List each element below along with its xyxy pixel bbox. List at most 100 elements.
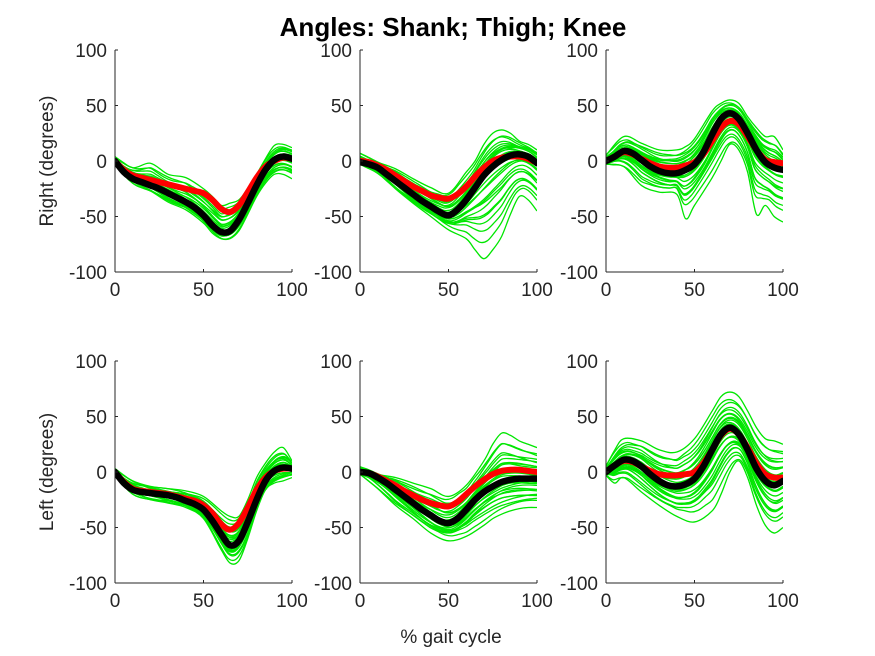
x-tick-label: 0 <box>601 280 612 301</box>
y-tick-label: 100 <box>75 352 107 373</box>
trial-curve <box>606 103 783 159</box>
trial-curve <box>606 136 783 207</box>
trial-curve <box>606 446 783 511</box>
trial-curve <box>606 458 783 522</box>
trial-curve <box>360 443 537 504</box>
trial-curve-upper <box>115 143 292 207</box>
y-tick-label: 50 <box>331 97 352 118</box>
x-tick-label: 50 <box>684 591 705 612</box>
x-tick-label: 100 <box>276 280 308 301</box>
x-tick-label: 100 <box>767 280 799 301</box>
y-tick-label: 100 <box>566 41 598 62</box>
trial-curve-lower <box>115 163 292 241</box>
trial-curve <box>606 123 783 189</box>
trial-curve-lower <box>115 474 292 565</box>
x-tick-label: 50 <box>193 591 214 612</box>
subplot-left-thigh: -100 -50 0 50 100 0 50 100 <box>314 352 553 612</box>
y-tick-label: -100 <box>69 574 107 595</box>
trial-curve-upper <box>360 129 537 195</box>
x-tick-label: 50 <box>438 591 459 612</box>
x-tick-label: 50 <box>684 280 705 301</box>
trial-curve <box>606 441 783 503</box>
y-tick-label: 50 <box>577 408 598 429</box>
x-tick-label: 100 <box>521 591 553 612</box>
trial-curve-lower <box>606 143 783 223</box>
trial-curve <box>606 133 783 200</box>
y-tick-label: -50 <box>80 208 107 229</box>
trial-curve-lower <box>606 460 783 534</box>
trial-curve <box>606 107 783 161</box>
x-tick-label: 0 <box>110 591 121 612</box>
trial-curve <box>606 416 783 474</box>
y-tick-label: 0 <box>587 152 598 173</box>
y-tick-label: 0 <box>587 463 598 484</box>
x-tick-label: 0 <box>355 280 366 301</box>
y-tick-label: 100 <box>75 41 107 62</box>
y-tick-label: -50 <box>80 519 107 540</box>
x-tick-label: 100 <box>521 280 553 301</box>
x-tick-label: 0 <box>601 591 612 612</box>
trial-curve-upper <box>115 446 292 519</box>
trial-curve <box>606 401 783 470</box>
trial-curve <box>360 473 537 537</box>
y-tick-label: 50 <box>86 408 107 429</box>
trial-curve <box>606 440 783 502</box>
mean-black-curve <box>115 464 292 549</box>
y-tick-label: -50 <box>571 208 598 229</box>
subplot-left-knee: -100 -50 0 50 100 0 50 100 <box>560 352 799 612</box>
y-tick-label: -100 <box>69 263 107 284</box>
y-tick-label: 50 <box>86 97 107 118</box>
y-tick-label: 100 <box>320 352 352 373</box>
y-axis-label-left: Left (degrees) <box>37 413 58 531</box>
mean-black-curve <box>606 110 783 177</box>
y-tick-label: -100 <box>314 574 352 595</box>
subplot-right-thigh: -100 -50 0 50 100 0 50 100 <box>314 41 553 301</box>
trial-curve <box>606 412 783 470</box>
trial-curve <box>606 454 783 519</box>
y-tick-label: 0 <box>96 463 107 484</box>
mean-black-curve <box>115 153 292 236</box>
y-axis-label-right: Right (degrees) <box>37 96 58 227</box>
trial-curve <box>606 409 783 469</box>
x-tick-label: 50 <box>193 280 214 301</box>
x-tick-label: 100 <box>276 591 308 612</box>
trial-curve-upper <box>360 432 537 498</box>
mean-black-curve <box>360 468 537 527</box>
y-tick-label: 0 <box>341 152 352 173</box>
y-tick-label: 100 <box>566 352 598 373</box>
y-tick-label: 0 <box>96 152 107 173</box>
x-tick-label: 0 <box>355 591 366 612</box>
y-tick-label: 50 <box>331 408 352 429</box>
y-tick-label: -100 <box>560 263 598 284</box>
y-tick-label: -100 <box>314 263 352 284</box>
trial-curves <box>360 129 537 260</box>
trial-curve <box>360 471 537 532</box>
y-tick-label: -50 <box>325 208 352 229</box>
y-tick-label: 50 <box>577 97 598 118</box>
y-tick-label: -50 <box>571 519 598 540</box>
trial-curve <box>606 108 783 162</box>
figure-title: Angles: Shank; Thigh; Knee <box>280 12 627 42</box>
y-tick-label: -50 <box>325 519 352 540</box>
x-tick-label: 50 <box>438 280 459 301</box>
mean-black-curve <box>606 424 783 490</box>
x-tick-label: 0 <box>110 280 121 301</box>
trial-curve <box>606 141 783 211</box>
trial-curve-upper <box>606 99 783 156</box>
trial-curve-upper <box>606 391 783 467</box>
mean-black-curve <box>360 151 537 219</box>
trial-curve <box>360 471 537 533</box>
trial-curve <box>606 451 783 513</box>
trial-curve-lower <box>360 473 537 542</box>
trial-curve <box>606 124 783 190</box>
y-tick-label: 100 <box>320 41 352 62</box>
y-tick-label: 0 <box>341 463 352 484</box>
subplot-right-knee: -100 -50 0 50 100 0 50 100 <box>560 41 799 301</box>
subplot-right-shank: -100 -50 0 50 100 0 50 100 <box>69 41 308 301</box>
subplot-left-shank: -100 -50 0 50 100 0 50 100 <box>69 352 308 612</box>
y-tick-label: -100 <box>560 574 598 595</box>
trial-curve-lower <box>360 163 537 260</box>
